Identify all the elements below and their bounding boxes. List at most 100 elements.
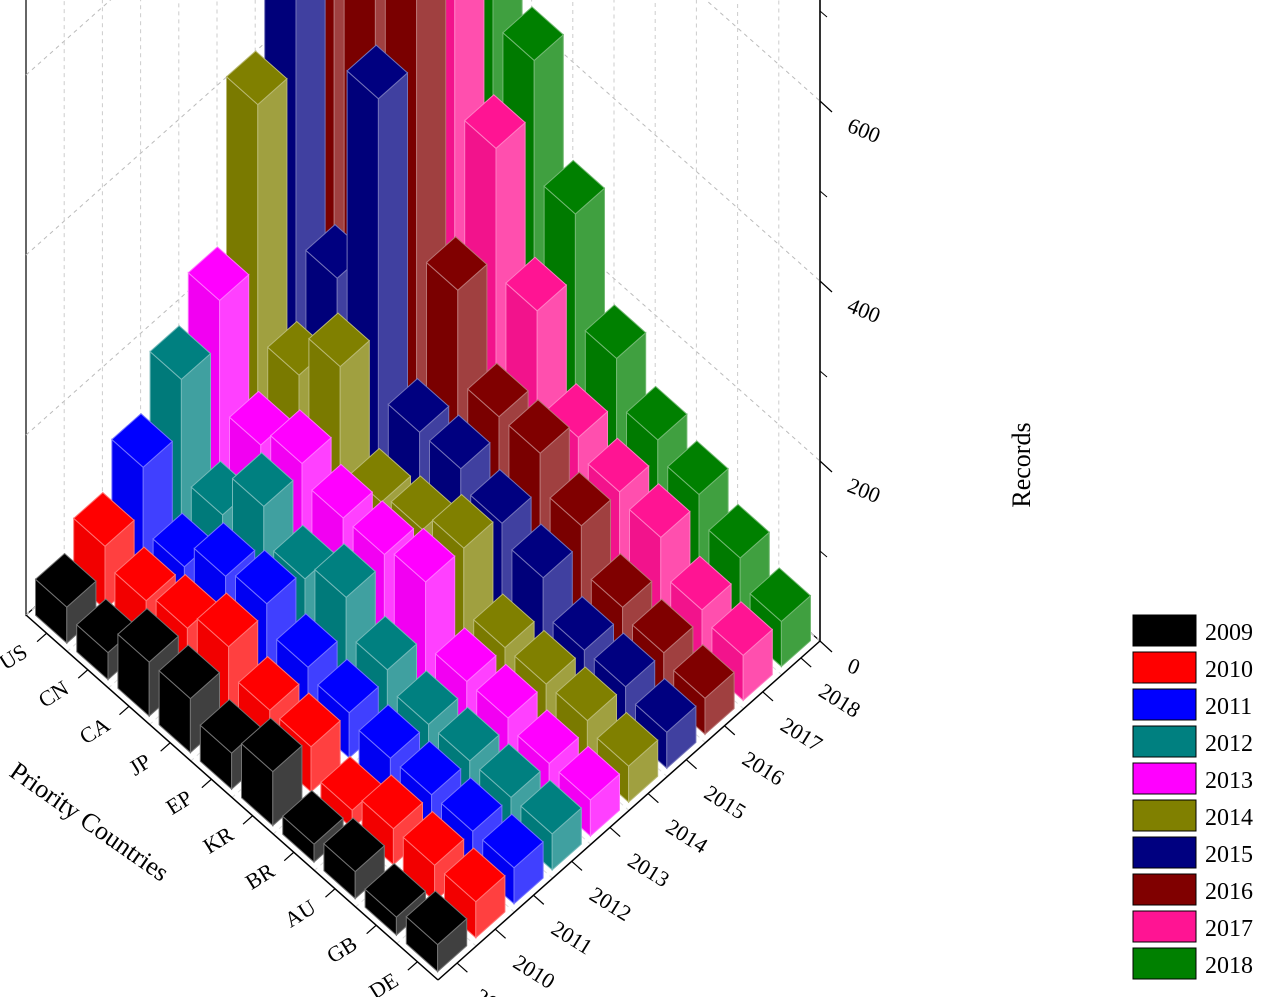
bar-face-top bbox=[749, 567, 812, 623]
legend-swatch bbox=[1132, 873, 1197, 906]
x-tick bbox=[283, 851, 295, 862]
x-tick bbox=[366, 924, 377, 935]
bar-face-top bbox=[311, 463, 374, 519]
bar-face-top bbox=[111, 413, 174, 468]
legend-label: 2012 bbox=[1205, 731, 1253, 757]
bar-face-top bbox=[317, 658, 380, 714]
bar-face-top bbox=[237, 655, 300, 711]
y-tick-label: 2009 bbox=[471, 983, 522, 997]
bar-face-top bbox=[520, 779, 583, 835]
bar-face-top bbox=[193, 522, 256, 577]
z-tick-label: 600 bbox=[844, 112, 884, 148]
x-tick-label: EP bbox=[161, 785, 196, 820]
bar-face-top bbox=[323, 817, 386, 873]
bar-face-top bbox=[625, 385, 688, 441]
legend-item-2014: 2014 bbox=[1132, 799, 1253, 832]
x-tick-label: CA bbox=[75, 712, 114, 749]
bar-face-top bbox=[72, 491, 135, 547]
legend-item-2015: 2015 bbox=[1132, 836, 1253, 869]
bar-face-top bbox=[117, 607, 180, 663]
legend-swatch bbox=[1132, 910, 1197, 943]
z-tick bbox=[819, 460, 833, 473]
y-tick bbox=[494, 928, 506, 939]
bar-DE-2009 bbox=[405, 890, 468, 973]
bar-face-top bbox=[502, 6, 565, 62]
bar-face-top bbox=[387, 377, 450, 433]
bar-face-top bbox=[149, 325, 212, 381]
bar-face-top bbox=[431, 493, 494, 549]
y-tick-label: 2016 bbox=[738, 746, 789, 791]
bar-face-top bbox=[472, 593, 535, 649]
bar-face-top bbox=[361, 774, 424, 830]
bar-face-top bbox=[158, 644, 221, 700]
bar-face-top bbox=[402, 810, 465, 866]
bar-face-top bbox=[505, 256, 568, 312]
bar-face-top bbox=[355, 615, 418, 671]
legend-label: 2015 bbox=[1205, 842, 1253, 868]
bar-face-top bbox=[352, 500, 415, 556]
bar-face-top bbox=[511, 523, 574, 579]
bar-DE-2010 bbox=[443, 847, 506, 939]
bar-BR-2011 bbox=[358, 704, 421, 796]
legend-item-2013: 2013 bbox=[1132, 762, 1253, 795]
bar-face-top bbox=[443, 847, 506, 903]
y-tick bbox=[685, 759, 697, 770]
bar-face-top bbox=[240, 717, 303, 773]
legend-item-2018: 2018 bbox=[1132, 947, 1253, 980]
legend-label: 2009 bbox=[1205, 620, 1253, 646]
bar-face-top bbox=[196, 592, 259, 648]
y-tick-label: 2010 bbox=[509, 949, 560, 994]
legend-swatch bbox=[1132, 799, 1197, 832]
bar-face-top bbox=[281, 789, 344, 845]
bar-face-top bbox=[634, 677, 697, 733]
y-tick-label: 2012 bbox=[585, 882, 636, 927]
y-tick bbox=[456, 962, 468, 973]
legend-label: 2018 bbox=[1205, 953, 1253, 979]
gridline-z bbox=[25, 95, 821, 462]
y-tick-label: 2013 bbox=[624, 848, 675, 893]
bar-face-top bbox=[475, 663, 538, 719]
x-tick-label: GB bbox=[322, 931, 361, 968]
z-minor-tick bbox=[819, 10, 828, 18]
bar-face-top bbox=[666, 440, 729, 496]
bar-US-2010 bbox=[72, 491, 135, 611]
bar-DE-2017 bbox=[711, 601, 774, 702]
legend-item-2017: 2017 bbox=[1132, 910, 1253, 943]
bar-face-top bbox=[593, 632, 656, 688]
bar-face-top bbox=[469, 468, 532, 524]
bar-face-top bbox=[584, 304, 647, 360]
x-axis-title: Priority Countries bbox=[5, 756, 175, 887]
x-tick-label: AU bbox=[280, 894, 320, 932]
bar-face-top bbox=[478, 743, 541, 799]
bar-face-top bbox=[590, 553, 653, 608]
bar-face-top bbox=[234, 549, 297, 605]
bar-face-top bbox=[396, 670, 459, 726]
legend-swatch bbox=[1132, 836, 1197, 869]
legend-label: 2017 bbox=[1205, 916, 1253, 942]
bar-face-top bbox=[364, 862, 427, 918]
bar-face-top bbox=[114, 546, 177, 602]
bar-face-top bbox=[225, 50, 288, 106]
z-tick bbox=[819, 640, 833, 653]
bar-face-top bbox=[358, 704, 421, 759]
x-tick-label: DE bbox=[364, 967, 402, 997]
y-tick bbox=[647, 793, 659, 804]
x-tick bbox=[77, 669, 89, 679]
bar-face-top bbox=[434, 627, 497, 683]
legend-swatch bbox=[1132, 614, 1197, 647]
bar-face-top bbox=[669, 555, 732, 611]
chart-axes bbox=[25, 0, 833, 981]
y-tick bbox=[762, 691, 774, 702]
bar-face-top bbox=[314, 543, 377, 599]
z-tick-label: 0 bbox=[844, 652, 864, 679]
z-minor-tick bbox=[819, 550, 828, 558]
bar-face-top bbox=[708, 503, 771, 559]
legend-label: 2014 bbox=[1205, 805, 1253, 831]
chart-legend: 2009 2010 2011 2012 2013 2014 2015 2016 2017 2018 bbox=[1132, 614, 1253, 980]
legend-swatch bbox=[1132, 651, 1197, 684]
legend-item-2010: 2010 bbox=[1132, 651, 1253, 684]
legend-item-2016: 2016 bbox=[1132, 873, 1253, 906]
bar-face-top bbox=[231, 452, 294, 508]
legend-label: 2013 bbox=[1205, 768, 1253, 794]
bar-face-top bbox=[514, 629, 577, 685]
